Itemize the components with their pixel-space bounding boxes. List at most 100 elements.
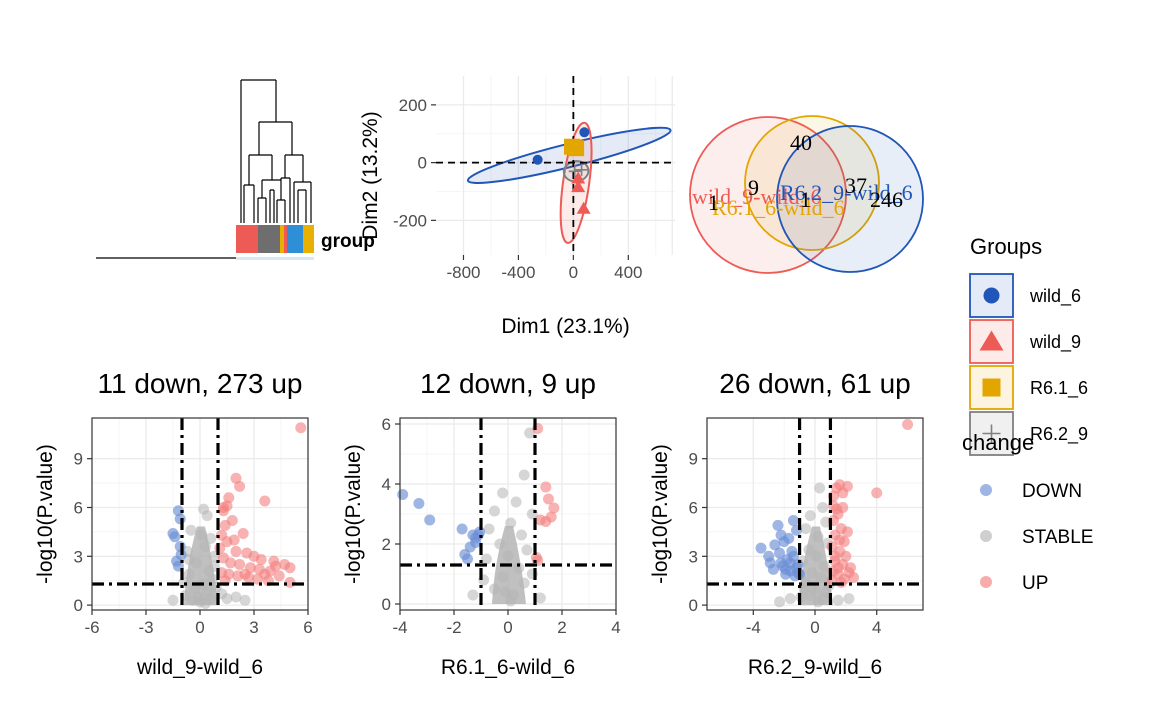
volcano-point-down: [424, 514, 436, 526]
venn-count: 246: [870, 187, 903, 212]
volcano-point-up: [829, 550, 841, 562]
volcano-point-stable: [804, 510, 816, 522]
heatmap-strip: [236, 257, 314, 260]
volcano-point-down: [764, 557, 776, 569]
volcano-title: 11 down, 273 up: [98, 368, 303, 399]
volcano-x-tick-label: 0: [503, 618, 512, 637]
venn-count: 1: [708, 190, 719, 215]
volcano-point-up: [259, 568, 271, 580]
pca-x-tick-label: 400: [614, 263, 642, 282]
group-annotation-cell: [280, 225, 284, 253]
volcano-point-up: [259, 495, 271, 507]
volcano-y-tick-label: 0: [74, 596, 83, 615]
volcano-point-up: [548, 502, 560, 514]
group-annotation-cell: [303, 225, 314, 253]
volcano-point-up: [841, 526, 853, 538]
volcano-point-stable: [480, 553, 492, 565]
volcano-y-tick-label: 6: [382, 415, 391, 434]
change-legend-label: UP: [1022, 573, 1048, 594]
pca-point: [575, 163, 588, 176]
volcano-point-stable: [814, 482, 826, 494]
volcano-point-up: [234, 558, 246, 570]
venn-count: 40: [790, 130, 812, 155]
volcano-y-axis-label: -log10(P.value): [342, 444, 365, 584]
volcano-x-axis-label: R6.2_9-wild_6: [748, 656, 882, 679]
volcano-point-up: [540, 481, 552, 493]
venn-count: 9: [748, 175, 759, 200]
change-legend: change DOWN STABLE UP: [962, 430, 1093, 594]
change-legend-label: STABLE: [1022, 527, 1093, 548]
volcano-point-stable: [534, 592, 546, 604]
volcano-point-stable: [806, 567, 818, 579]
group-annotation-cell: [287, 225, 303, 253]
pca-y-tick-label: -200: [393, 211, 427, 230]
volcano-point-down: [775, 557, 787, 569]
volcano-y-axis-label: -log10(P.value): [34, 444, 57, 584]
volcano-point-stable: [803, 544, 815, 556]
groups-legend-label: R6.1_6: [1030, 378, 1088, 399]
pca-y-tick-label: 0: [418, 154, 427, 173]
volcano-x-tick-label: 3: [249, 618, 258, 637]
volcano-point-stable: [167, 594, 179, 606]
volcano-point-down: [464, 541, 476, 553]
groups-legend-circle-symbol: [983, 287, 1000, 304]
volcano-point-up: [834, 534, 846, 546]
volcano-x-tick-label: -3: [138, 618, 153, 637]
volcano-point-up: [284, 576, 296, 588]
volcano-point-stable: [815, 571, 827, 583]
volcano-plot-1: 11 down, 273 up -6 -3 0 3 6 0 3 6 9 wild_9-wild_6 -…: [34, 368, 313, 679]
volcano-point-down: [397, 489, 409, 500]
volcano-point-stable: [812, 596, 824, 608]
volcano-point-stable: [518, 469, 530, 481]
volcano-point-stable: [201, 510, 213, 522]
volcano-point-down: [167, 528, 179, 540]
pca-x-tick-label: -800: [446, 263, 480, 282]
volcano-point-stable: [467, 589, 479, 601]
volcano-point-up: [534, 514, 546, 526]
volcano-x-tick-label: 0: [810, 618, 819, 637]
volcano-point-up: [837, 487, 849, 499]
volcano-point-stable: [505, 517, 517, 529]
volcano-point-stable: [502, 550, 514, 562]
volcano-point-stable: [820, 586, 832, 598]
volcano-y-tick-label: 9: [689, 450, 698, 469]
volcano-point-up: [273, 570, 285, 582]
group-annotation-cell: [258, 225, 280, 253]
volcano-point-stable: [812, 531, 824, 543]
pca-point: [571, 180, 586, 193]
pca-point: [571, 171, 586, 184]
pca-point: [568, 140, 585, 157]
volcano-point-up: [217, 501, 229, 513]
volcano-point-stable: [798, 583, 810, 595]
volcano-point-up: [230, 545, 242, 557]
volcano-point-stable: [199, 541, 211, 553]
volcano-point-up: [239, 568, 251, 580]
volcano-y-tick-label: 4: [382, 475, 391, 494]
volcano-point-up: [284, 562, 296, 574]
volcano-point-stable: [483, 523, 495, 535]
pca-x-axis-label: Dim1 (23.1%): [501, 315, 629, 338]
volcano-point-stable: [196, 529, 208, 541]
pca-y-axis-label: Dim2 (13.2%): [359, 111, 382, 239]
volcano-plot-3: 26 down, 61 up -4 0 4 0 3 6 9 R6.2_9-wild_6 -log1…: [649, 368, 924, 679]
pca-y-tick-label: 200: [399, 96, 427, 115]
volcano-point-stable: [524, 427, 536, 439]
groups-legend-square-symbol: [982, 378, 1001, 397]
pca-point: [568, 165, 581, 178]
volcano-point-stable: [489, 583, 500, 595]
volcano-x-tick-label: 0: [195, 618, 204, 637]
pca-x-tick-label: 0: [569, 263, 578, 282]
volcano-plots: 11 down, 273 up -6 -3 0 3 6 0 3 6 9 wild_9-wild_6 -…: [34, 368, 924, 679]
volcano-point-stable: [494, 538, 506, 550]
volcano-point-up: [543, 493, 554, 505]
volcano-title: 26 down, 61 up: [719, 368, 911, 399]
volcano-y-tick-label: 6: [74, 498, 83, 517]
venn-circle-wild_9: [689, 116, 847, 274]
volcano-y-tick-label: 9: [74, 450, 83, 469]
volcano-point-down: [456, 523, 468, 535]
change-legend-symbol: [980, 484, 992, 496]
group-annotation-cell: [236, 225, 258, 253]
group-annotation-bar: [236, 225, 314, 253]
change-legend-title: change: [962, 430, 1034, 455]
